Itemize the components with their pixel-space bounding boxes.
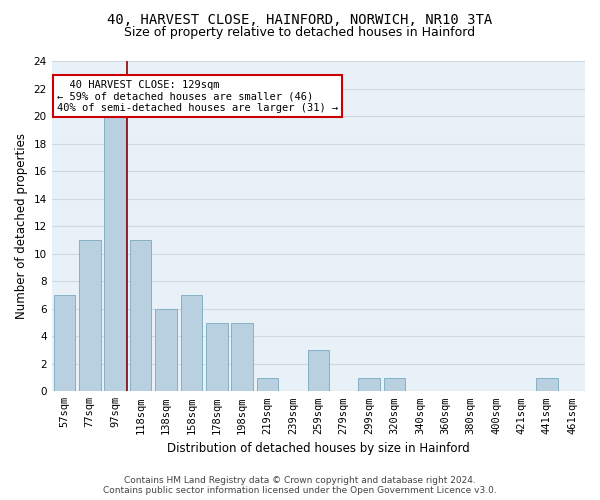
Bar xyxy=(257,378,278,392)
Y-axis label: Number of detached properties: Number of detached properties xyxy=(15,134,28,320)
Bar xyxy=(79,240,101,392)
Bar xyxy=(384,378,406,392)
Bar xyxy=(155,309,177,392)
X-axis label: Distribution of detached houses by size in Hainford: Distribution of detached houses by size … xyxy=(167,442,470,455)
Bar xyxy=(181,295,202,392)
Text: 40 HARVEST CLOSE: 129sqm
← 59% of detached houses are smaller (46)
40% of semi-d: 40 HARVEST CLOSE: 129sqm ← 59% of detach… xyxy=(57,80,338,113)
Bar xyxy=(308,350,329,392)
Bar xyxy=(536,378,557,392)
Bar xyxy=(358,378,380,392)
Text: Size of property relative to detached houses in Hainford: Size of property relative to detached ho… xyxy=(124,26,476,39)
Text: Contains HM Land Registry data © Crown copyright and database right 2024.
Contai: Contains HM Land Registry data © Crown c… xyxy=(103,476,497,495)
Bar xyxy=(232,322,253,392)
Text: 40, HARVEST CLOSE, HAINFORD, NORWICH, NR10 3TA: 40, HARVEST CLOSE, HAINFORD, NORWICH, NR… xyxy=(107,12,493,26)
Bar xyxy=(104,116,126,392)
Bar xyxy=(53,295,75,392)
Bar xyxy=(130,240,151,392)
Bar xyxy=(206,322,227,392)
